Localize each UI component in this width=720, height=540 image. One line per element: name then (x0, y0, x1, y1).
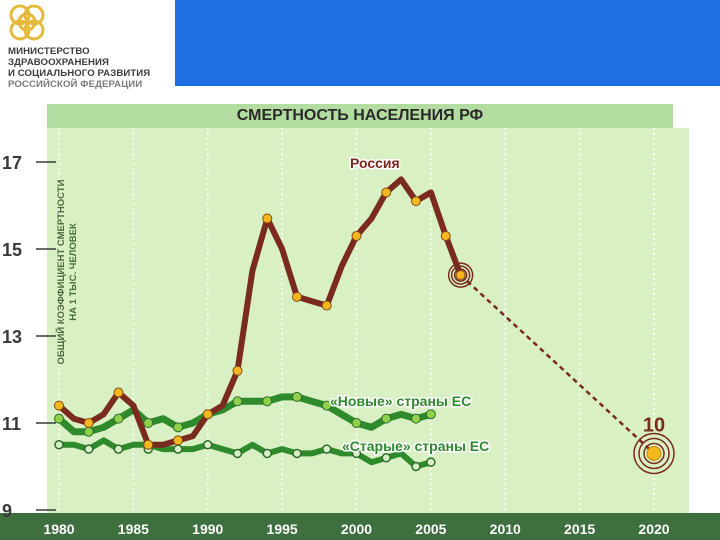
new-eu-point-6 (232, 396, 243, 407)
russia-point-12 (411, 196, 421, 207)
ministry-logo-area: МИНИСТЕРСТВО ЗДРАВООХРАНЕНИЯ И СОЦИАЛЬНО… (0, 0, 175, 96)
russia-point-5 (202, 409, 213, 420)
old-eu-point-8 (292, 448, 302, 459)
new-eu-point-2 (113, 413, 124, 424)
ministry-line-3: И СОЦИАЛЬНОГО РАЗВИТИЯ (8, 68, 151, 79)
y-axis-title: ОБЩИЙ КОЭФФИЦИЕНТ СМЕРТНОСТИ НА 1 ТЫС. Ч… (56, 152, 96, 392)
new-eu-point-4 (173, 422, 183, 433)
new-eu-point-12 (411, 413, 421, 424)
old-eu-point-7 (262, 448, 272, 459)
ministry-line-2: ЗДРАВООХРАНЕНИЯ (8, 57, 110, 68)
new-eu-point-13 (425, 409, 436, 420)
russia-point-2 (113, 387, 124, 398)
russia-point-3 (143, 439, 154, 450)
y-axis-title-line-1: ОБЩИЙ КОЭФФИЦИЕНТ СМЕРТНОСТИ (56, 179, 67, 365)
russia-point-10 (351, 230, 362, 241)
russia-point-4 (173, 435, 183, 446)
old-eu-point-11 (381, 453, 391, 463)
old-eu-point-9 (322, 444, 332, 454)
x-tick-label-2015: 2015 (564, 521, 595, 537)
y-tick-label-11: 11 (2, 414, 21, 434)
new-eu-point-7 (262, 396, 273, 407)
ministry-name: МИНИСТЕРСТВО ЗДРАВООХРАНЕНИЯ И СОЦИАЛЬНО… (8, 46, 150, 90)
x-tick-label-2010: 2010 (490, 521, 521, 537)
x-tick-label-1980: 1980 (43, 521, 74, 537)
russia-point-6 (232, 365, 243, 376)
forecast-value-label: 10 (643, 414, 665, 436)
y-tick-label-13: 13 (2, 327, 22, 347)
y-tick-label-9: 9 (2, 501, 12, 521)
y-tick-label-17: 17 (2, 153, 22, 173)
plot-area (47, 128, 689, 513)
old-eu-point-1 (84, 444, 94, 454)
russia-forecast-line (459, 274, 655, 455)
new-eu-point-8 (292, 391, 302, 402)
russia-end-ring-2 (453, 268, 468, 282)
russia-point-14 (455, 270, 466, 281)
x-tick-label-2000: 2000 (341, 521, 372, 537)
old-eu-point-4 (173, 444, 183, 454)
russia-point-0 (54, 400, 64, 411)
russia-end-ring-0 (447, 262, 474, 288)
russia-series-label: Россия (350, 155, 400, 171)
new-eu-series-label: «Новые» страны ЕС (330, 393, 471, 409)
russia-point-7 (262, 213, 273, 224)
new-eu-point-1 (83, 426, 94, 437)
old-eu-point-0 (54, 440, 64, 450)
y-axis-title-line-2: НА 1 ТЫС. ЧЕЛОВЕК (68, 223, 79, 321)
russia-line (57, 176, 464, 448)
forecast-ring-2 (643, 442, 665, 465)
old-eu-point-13 (426, 457, 436, 467)
russia-end-ring-1 (450, 265, 471, 285)
x-tick-label-2005: 2005 (415, 521, 446, 537)
ministry-line-1: МИНИСТЕРСТВО (8, 46, 90, 57)
chart-title: СМЕРТНОСТЬ НАСЕЛЕНИЯ РФ (47, 104, 673, 128)
new-eu-point-9 (321, 400, 332, 411)
forecast-ring-1 (638, 437, 670, 470)
ministry-line-4: РОССИЙСКОЙ ФЕДЕРАЦИИ (8, 79, 143, 90)
ministry-emblem-icon (9, 4, 45, 41)
russia-point-8 (292, 291, 302, 302)
new-eu-point-11 (381, 413, 392, 424)
forecast-ring-0 (633, 432, 675, 475)
header-banner (175, 0, 720, 86)
x-tick-label-1990: 1990 (192, 521, 223, 537)
old-eu-series-label: «Старые» страны ЕС (342, 438, 489, 454)
new-eu-point-0 (54, 413, 64, 424)
russia-point-13 (440, 230, 451, 241)
x-tick-label-1995: 1995 (267, 521, 298, 537)
old-eu-point-2 (113, 444, 124, 454)
x-tick-label-1985: 1985 (118, 521, 149, 537)
mortality-chart: 9 11 13 15 17 1980 1985 1990 1995 2000 2005 2010 201… (0, 128, 720, 540)
old-eu-point-6 (232, 448, 243, 459)
y-tick-label-15: 15 (2, 240, 22, 260)
russia-point-11 (381, 187, 392, 198)
russia-point-1 (83, 418, 94, 428)
forecast-target-point (646, 445, 662, 461)
x-tick-label-2020: 2020 (638, 521, 669, 537)
russia-point-9 (321, 300, 332, 311)
old-eu-point-10 (351, 448, 362, 459)
new-eu-point-10 (351, 418, 362, 428)
x-axis-band (0, 513, 720, 540)
old-eu-point-5 (203, 440, 213, 450)
new-eu-point-3 (143, 418, 154, 428)
old-eu-point-12 (411, 461, 421, 472)
